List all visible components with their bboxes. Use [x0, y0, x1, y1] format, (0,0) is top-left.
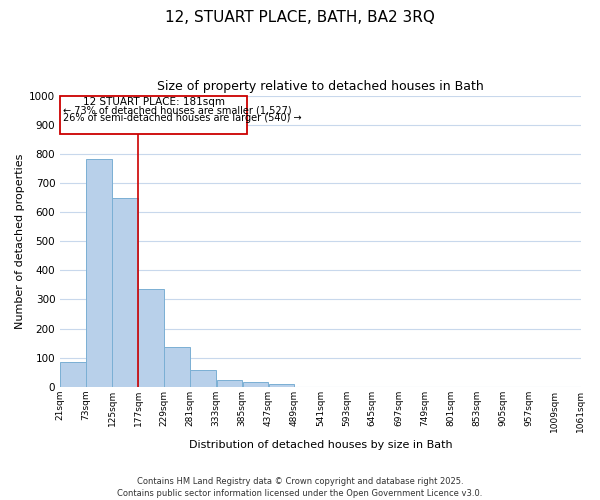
- Bar: [269, 384, 294, 387]
- Bar: [61, 362, 86, 387]
- Bar: [242, 382, 268, 387]
- Text: 26% of semi-detached houses are larger (540) →: 26% of semi-detached houses are larger (…: [63, 114, 302, 124]
- Bar: [112, 198, 138, 387]
- Bar: [139, 289, 164, 387]
- Bar: [86, 158, 112, 387]
- Bar: [164, 348, 190, 387]
- Text: 12, STUART PLACE, BATH, BA2 3RQ: 12, STUART PLACE, BATH, BA2 3RQ: [165, 10, 435, 25]
- Title: Size of property relative to detached houses in Bath: Size of property relative to detached ho…: [157, 80, 484, 93]
- Bar: [60, 96, 247, 134]
- X-axis label: Distribution of detached houses by size in Bath: Distribution of detached houses by size …: [188, 440, 452, 450]
- Bar: [190, 370, 216, 387]
- Y-axis label: Number of detached properties: Number of detached properties: [15, 154, 25, 329]
- Text: 12 STUART PLACE: 181sqm: 12 STUART PLACE: 181sqm: [83, 96, 225, 106]
- Text: Contains HM Land Registry data © Crown copyright and database right 2025.
Contai: Contains HM Land Registry data © Crown c…: [118, 476, 482, 498]
- Bar: [217, 380, 242, 387]
- Text: ← 73% of detached houses are smaller (1,527): ← 73% of detached houses are smaller (1,…: [63, 105, 292, 115]
